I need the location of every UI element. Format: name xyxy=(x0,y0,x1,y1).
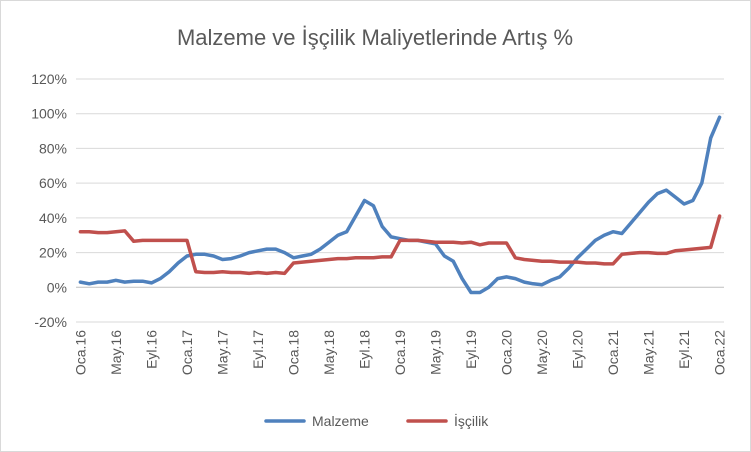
x-tick-label: Oca.16 xyxy=(72,330,88,375)
x-tick-label: Oca.20 xyxy=(499,330,515,375)
x-tick-label: Eyl.20 xyxy=(570,330,586,369)
x-tick-label: Eyl.16 xyxy=(143,330,159,369)
series-line-malzeme xyxy=(78,115,722,295)
x-axis-ticks: Oca.16 May.16 Eyl.16 Oca.17 May.17 Eyl.17 Oca.… xyxy=(72,330,727,375)
x-tick-label: Oca.17 xyxy=(179,330,195,375)
y-tick-label: -20% xyxy=(34,314,67,330)
x-tick-label: May.18 xyxy=(321,330,337,375)
legend-label: İşçilik xyxy=(454,412,489,429)
y-tick-label: 100% xyxy=(31,106,67,122)
y-tick-label: 120% xyxy=(31,71,67,87)
y-tick-label: 40% xyxy=(39,210,67,226)
x-tick-label: Oca.18 xyxy=(285,330,301,375)
y-axis-ticks: -20% 0% 20% 40% 60% 80% 100% 120% xyxy=(31,71,67,330)
y-tick-label: 20% xyxy=(39,245,67,261)
legend-label: Malzeme xyxy=(312,413,369,429)
legend: Malzeme İşçilik xyxy=(264,412,489,429)
gridlines xyxy=(76,78,724,323)
x-tick-label: May.17 xyxy=(214,330,230,375)
series-line-iscilik xyxy=(78,214,722,276)
x-tick-label: Oca.19 xyxy=(392,330,408,375)
x-tick-label: May.16 xyxy=(108,330,124,375)
x-tick-label: Eyl.17 xyxy=(250,330,266,369)
y-tick-label: 80% xyxy=(39,140,67,156)
y-tick-label: 0% xyxy=(47,279,67,295)
x-tick-label: Oca.21 xyxy=(605,330,621,375)
x-tick-label: May.21 xyxy=(641,330,657,375)
x-tick-label: May.20 xyxy=(534,330,550,375)
x-tick-label: Eyl.21 xyxy=(676,330,692,369)
x-tick-label: Eyl.18 xyxy=(356,330,372,369)
y-tick-label: 60% xyxy=(39,175,67,191)
series-lines xyxy=(78,115,722,295)
x-tick-label: May.19 xyxy=(428,330,444,375)
chart-title: Malzeme ve İşçilik Maliyetlerinde Artış … xyxy=(177,25,573,50)
x-tick-label: Oca.22 xyxy=(712,330,728,375)
x-tick-label: Eyl.19 xyxy=(463,330,479,369)
